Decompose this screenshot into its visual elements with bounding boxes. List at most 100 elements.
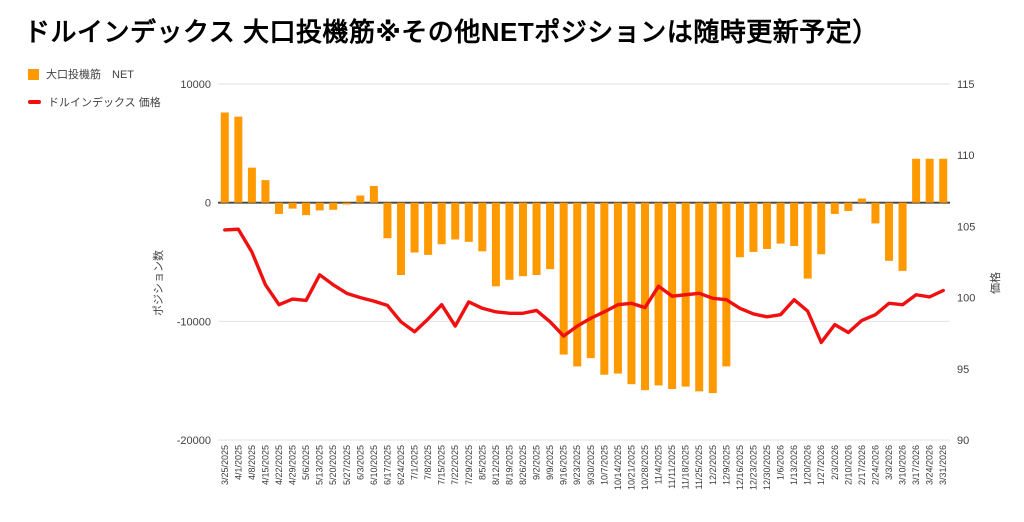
- bar: [735, 202, 744, 258]
- left-axis-tick-label: -10000: [177, 316, 211, 328]
- bar: [288, 202, 297, 209]
- bar: [844, 202, 853, 211]
- bar: [641, 202, 649, 391]
- bar: [857, 198, 866, 203]
- x-axis-label: 4/22/2025: [274, 445, 284, 485]
- x-axis-label: 9/30/2025: [586, 445, 596, 485]
- x-axis-label: 4/29/2025: [288, 445, 298, 485]
- right-axis-tick-label: 110: [957, 150, 975, 162]
- x-axis-label: 7/22/2025: [450, 445, 460, 485]
- bar: [546, 202, 555, 270]
- x-axis-label: 4/1/2025: [233, 445, 243, 480]
- bar: [776, 202, 785, 244]
- bar: [491, 202, 500, 287]
- x-axis-label: 9/9/2025: [545, 445, 555, 480]
- x-axis-label: 3/31/2026: [938, 445, 948, 485]
- right-axis-tick-label: 100: [957, 293, 975, 305]
- x-axis-label: 12/9/2025: [721, 445, 731, 485]
- right-axis-tick-label: 105: [957, 221, 975, 233]
- x-axis-label: 9/23/2025: [572, 445, 582, 485]
- x-axis-label: 5/27/2025: [342, 445, 352, 485]
- right-axis-tick-label: 115: [957, 79, 975, 91]
- bar: [871, 202, 880, 224]
- bar: [478, 202, 487, 252]
- bar: [424, 202, 433, 255]
- x-axis-label: 3/17/2026: [911, 445, 921, 485]
- x-axis-label: 2/17/2026: [857, 445, 867, 485]
- bar: [410, 202, 419, 253]
- legend-item-net: 大口投機筋 NET: [28, 66, 161, 82]
- bar: [329, 202, 338, 210]
- x-axis-label: 11/11/2025: [667, 445, 677, 489]
- x-axis-label: 4/15/2025: [260, 445, 270, 485]
- left-axis-labels: 10000 0 -10000 -20000: [177, 79, 211, 447]
- bar: [505, 202, 514, 280]
- x-axis-label: 6/3/2025: [355, 445, 365, 480]
- bar: [695, 202, 704, 392]
- bar: [532, 202, 541, 276]
- gridlines: [218, 83, 950, 441]
- x-axis-label: 12/2/2025: [708, 445, 718, 485]
- bar: [247, 167, 256, 203]
- bar: [369, 186, 378, 203]
- right-axis-title: 価格: [988, 272, 1002, 294]
- left-axis-title: ポジション数: [152, 250, 165, 316]
- x-axis-label: 11/18/2025: [681, 445, 691, 489]
- left-axis-tick-label: 0: [205, 198, 211, 210]
- bar: [342, 202, 351, 205]
- bar: [437, 202, 446, 245]
- net-series-swatch-icon: [28, 68, 39, 80]
- bar: [315, 202, 324, 211]
- bar: [722, 202, 731, 367]
- bar: [586, 202, 595, 359]
- legend-label-price: ドルインデックス 価格: [48, 97, 161, 109]
- x-axis-label: 3/24/2026: [925, 445, 935, 485]
- bar: [817, 202, 826, 255]
- x-axis-label: 8/26/2025: [518, 445, 528, 485]
- chart-title: ドルインデックス 大口投機筋※その他NETポジションは随時更新予定）: [24, 17, 879, 47]
- bar: [397, 202, 405, 276]
- right-axis-tick-label: 95: [957, 364, 969, 376]
- bar: [573, 202, 582, 367]
- bar: [654, 202, 663, 386]
- price-series-swatch-icon: [28, 100, 41, 104]
- net-bars-series: [220, 112, 948, 394]
- x-axis-label: 7/29/2025: [464, 445, 474, 485]
- bar: [925, 158, 934, 203]
- x-axis-label: 9/2/2025: [532, 445, 542, 480]
- bar: [559, 202, 568, 355]
- x-axis-label: 2/3/2026: [830, 445, 840, 480]
- bar: [356, 195, 365, 203]
- x-axis-label: 2/10/2026: [843, 445, 853, 485]
- x-axis-label: 10/14/2025: [613, 445, 623, 490]
- x-axis-label: 8/5/2025: [477, 445, 487, 480]
- x-axis-label: 10/7/2025: [599, 445, 609, 485]
- bar: [220, 112, 229, 203]
- x-axis-label: 4/8/2025: [247, 445, 257, 480]
- x-axis-label: 3/3/2026: [884, 445, 894, 480]
- bar: [830, 202, 839, 214]
- x-axis-label: 2/24/2026: [870, 445, 880, 485]
- x-axis-label: 11/4/2025: [654, 445, 664, 484]
- price-line: [223, 227, 945, 345]
- bar: [803, 202, 812, 279]
- x-axis-label: 8/19/2025: [504, 445, 514, 485]
- bar: [261, 180, 270, 203]
- bar: [613, 202, 622, 374]
- x-axis-label: 5/6/2025: [301, 445, 311, 480]
- bar: [234, 116, 243, 203]
- legend-item-price: ドルインデックス 価格: [28, 94, 161, 110]
- bar: [885, 202, 893, 261]
- bar: [790, 202, 799, 246]
- x-axis-label: 1/27/2026: [816, 445, 826, 485]
- x-axis-labels: 3/25/2025 4/1/2025 4/8/2025 4/15/2025 4/22/2…: [220, 445, 948, 490]
- bar: [383, 202, 392, 239]
- x-axis-label: 1/20/2026: [803, 445, 813, 485]
- x-axis-label: 8/12/2025: [491, 445, 501, 485]
- x-axis-label: 7/8/2025: [423, 445, 433, 480]
- legend: 大口投機筋 NET ドルインデックス 価格: [28, 66, 161, 110]
- x-axis-label: 10/21/2025: [626, 445, 636, 490]
- bar: [912, 158, 921, 203]
- bar: [302, 202, 311, 216]
